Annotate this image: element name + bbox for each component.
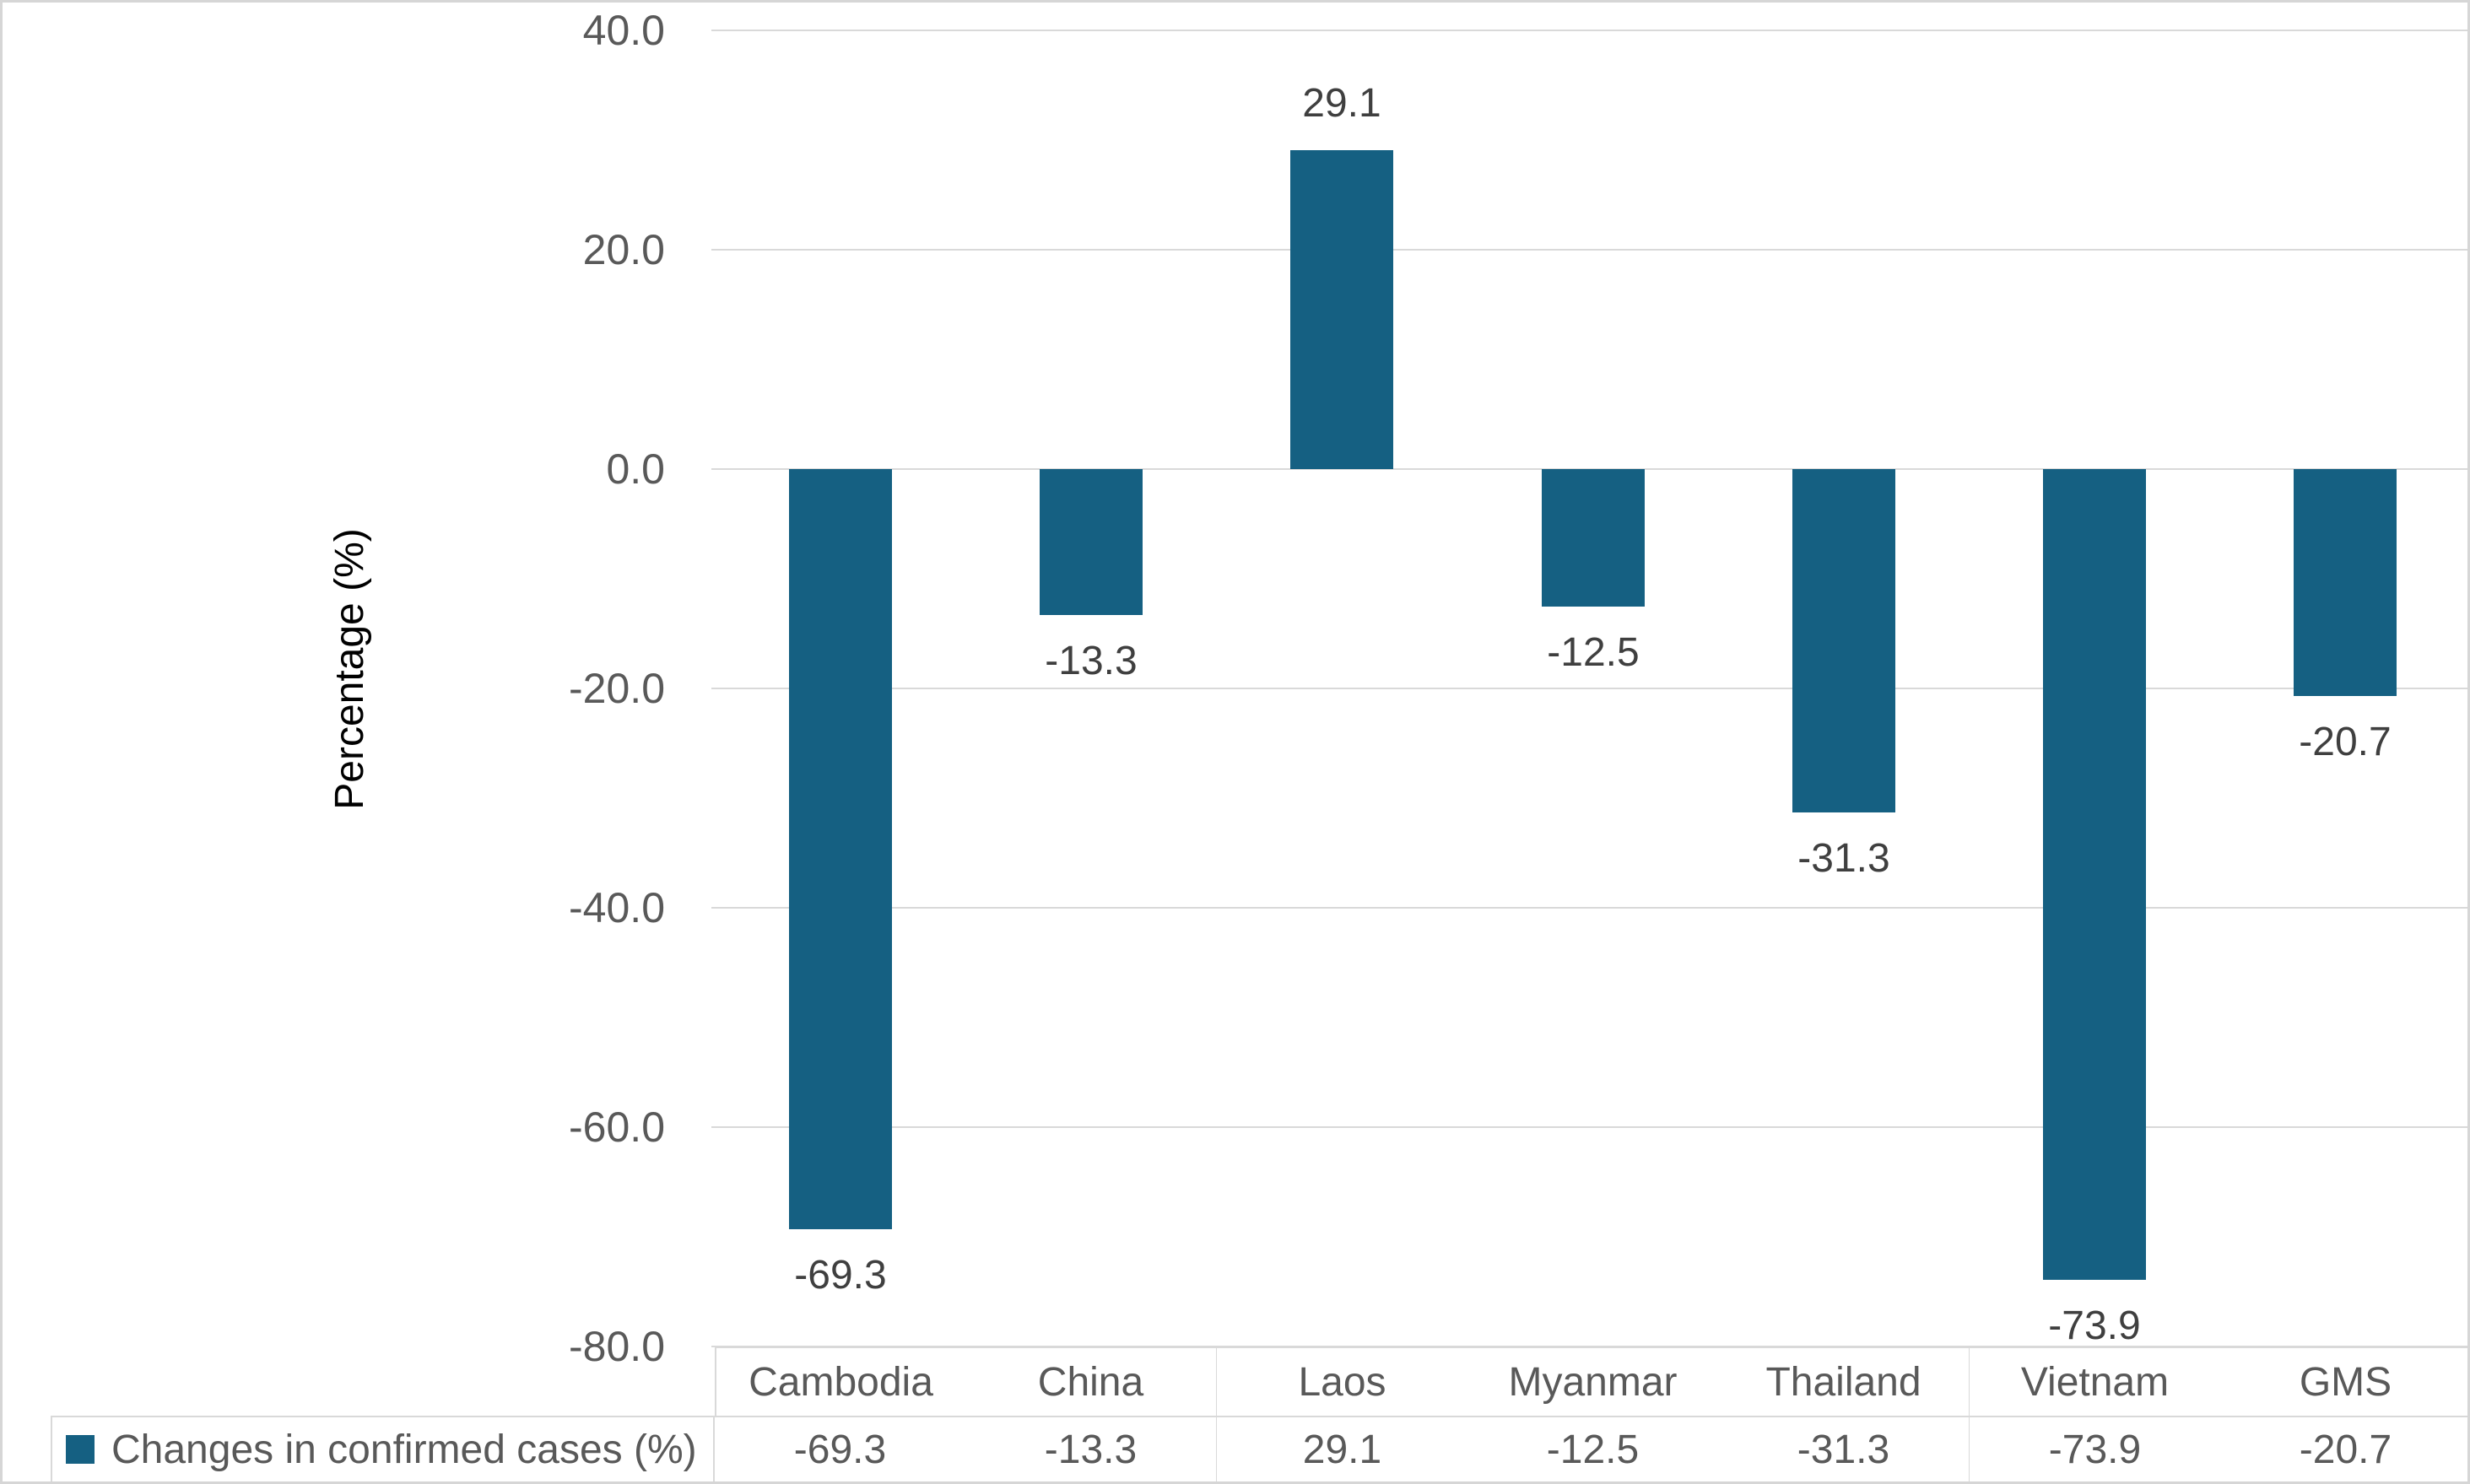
y-tick-label: -20.0 (569, 665, 665, 712)
bar-label-myanmar: -12.5 (1547, 630, 1640, 675)
table-value-cell-gms: -20.7 (2220, 1416, 2467, 1481)
y-tick-label: -60.0 (569, 1104, 665, 1151)
bar-china (1040, 469, 1143, 615)
bar-label-cambodia: -69.3 (794, 1253, 887, 1298)
bar-cambodia (789, 469, 892, 1229)
legend-series-swatch-icon (66, 1435, 95, 1464)
gridline (711, 688, 2467, 689)
table-header-cell-vietnam: Vietnam (1970, 1346, 2222, 1416)
bar-laos (1290, 150, 1393, 469)
bar-label-gms: -20.7 (2299, 720, 2392, 764)
y-axis-title: Percentage (%) (327, 528, 372, 810)
bar-thailand (1792, 469, 1895, 812)
gridline (711, 249, 2467, 251)
gridline (711, 907, 2467, 909)
y-tick-label: -80.0 (569, 1323, 665, 1370)
bar-gms (2294, 469, 2397, 696)
table-value-cell-thailand: -31.3 (1718, 1416, 1970, 1481)
y-tick-label: -40.0 (569, 884, 665, 931)
table-header-cell-cambodia: Cambodia (715, 1346, 967, 1416)
bar-vietnam (2043, 469, 2146, 1280)
table-header-cell-laos: Laos (1217, 1346, 1469, 1416)
bar-label-laos: 29.1 (1302, 81, 1381, 126)
bar-label-vietnam: -73.9 (2048, 1303, 2141, 1348)
bar-label-thailand: -31.3 (1797, 836, 1890, 881)
table-header-cell-gms: GMS (2220, 1346, 2467, 1416)
y-tick-label: 40.0 (582, 7, 665, 54)
y-tick-label: 0.0 (606, 445, 665, 493)
y-tick-label: 20.0 (582, 226, 665, 273)
table-value-cell-cambodia: -69.3 (715, 1416, 967, 1481)
legend-series-label: Changes in confirmed cases (%) (111, 1427, 697, 1472)
gridline (711, 1126, 2467, 1128)
bar-label-china: -13.3 (1045, 639, 1138, 683)
bar-myanmar (1542, 469, 1645, 607)
table-header-cell-thailand: Thailand (1718, 1346, 1970, 1416)
gridline (711, 30, 2467, 31)
table-header-cell-china: China (965, 1346, 1218, 1416)
table-value-cell-vietnam: -73.9 (1970, 1416, 2222, 1481)
table-value-cell-myanmar: -12.5 (1467, 1416, 1720, 1481)
legend-cell: Changes in confirmed cases (%) (51, 1416, 715, 1481)
table-value-cell-china: -13.3 (965, 1416, 1218, 1481)
table-header-cell-myanmar: Myanmar (1467, 1346, 1720, 1416)
table-value-cell-laos: 29.1 (1217, 1416, 1469, 1481)
